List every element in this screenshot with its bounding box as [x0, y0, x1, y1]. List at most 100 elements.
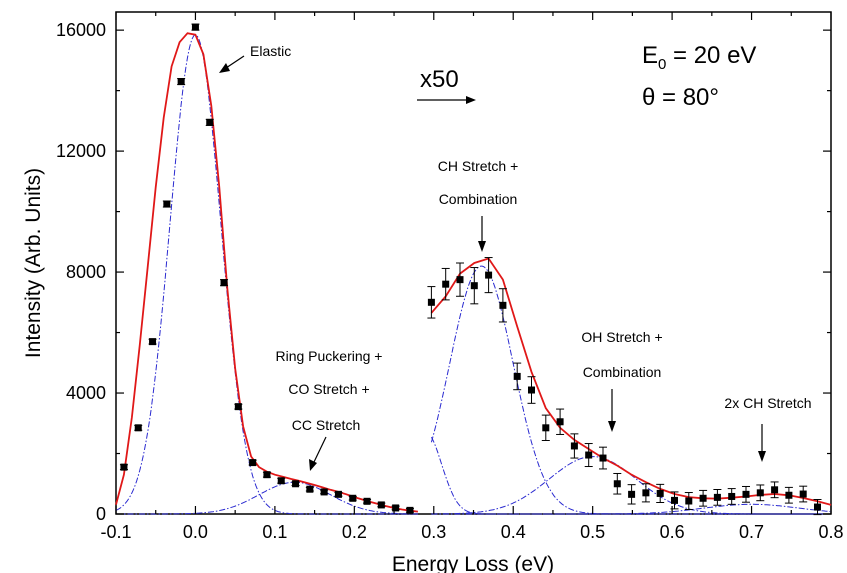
- data-point: [220, 279, 228, 287]
- annotation-ch-arrowhead: [478, 241, 486, 252]
- data-point: [485, 271, 493, 279]
- data-point: [234, 403, 242, 411]
- y-tick-label: 8000: [66, 262, 106, 282]
- annotation-elastic: Elastic: [219, 43, 291, 73]
- annotation-elastic-arrowhead: [219, 63, 230, 73]
- x-tick-label: 0.5: [580, 522, 605, 542]
- y-tick-label: 16000: [56, 20, 106, 40]
- data-point: [585, 451, 593, 459]
- annotation-ch-stretch: CH Stretch + Combination: [438, 158, 519, 252]
- data-point: [556, 418, 564, 426]
- scale-marker-label: x50: [420, 66, 459, 93]
- annotation-ch-line-1: CH Stretch +: [438, 158, 519, 174]
- data-point: [456, 276, 464, 284]
- component-curve: [116, 481, 418, 515]
- annotation-oh-line-2: Combination: [583, 364, 662, 380]
- x-tick-label: -0.1: [100, 522, 131, 542]
- x-tick-label: 0.7: [739, 522, 764, 542]
- x-tick-label: 0.1: [262, 522, 287, 542]
- annotation-oh-arrowhead: [608, 421, 616, 432]
- energy-label: E0 = 20 eV: [642, 42, 756, 73]
- annotation-elastic-label: Elastic: [250, 43, 291, 59]
- data-point: [120, 463, 128, 471]
- x-tick-label: 0.0: [183, 522, 208, 542]
- y-axis-title: Intensity (Arb. Units): [22, 168, 45, 358]
- data-point: [771, 486, 779, 494]
- data-point: [442, 280, 450, 288]
- data-point: [713, 493, 721, 501]
- data-point: [628, 490, 636, 498]
- annotation-elastic-arrow: [225, 55, 245, 69]
- data-point: [392, 504, 400, 512]
- y-tick-label: 12000: [56, 141, 106, 161]
- data-point: [306, 485, 314, 493]
- data-point: [377, 501, 385, 509]
- scale-marker-arrowhead: [466, 96, 476, 104]
- data-point: [570, 442, 578, 450]
- data-point: [699, 494, 707, 502]
- annotation-2x-ch-stretch: 2x CH Stretch: [724, 395, 812, 462]
- x-tick-label: 0.3: [421, 522, 446, 542]
- data-point: [263, 471, 271, 479]
- annotation-2x-ch-arrowhead: [758, 451, 766, 462]
- data-point: [599, 454, 607, 462]
- y-tick-label: 4000: [66, 383, 106, 403]
- data-point: [470, 282, 478, 290]
- data-point: [499, 301, 507, 309]
- data-point: [685, 497, 693, 505]
- axis-ticks: -0.1 0.0 0.1 0.2 0.3 0.4 0.5 0.6 0.7 0.8 0 4000 8000…: [56, 12, 844, 542]
- data-point: [191, 23, 199, 31]
- annotation-ring-line-1: Ring Puckering +: [275, 348, 382, 364]
- data-point: [334, 490, 342, 498]
- annotation-2x-ch-label: 2x CH Stretch: [724, 395, 811, 411]
- data-point: [513, 372, 521, 380]
- data-point: [177, 78, 185, 86]
- data-point: [149, 338, 157, 346]
- data-point: [134, 424, 142, 432]
- x-axis-title: Energy Loss (eV): [392, 553, 554, 573]
- data-point: [527, 386, 535, 394]
- data-point: [728, 492, 736, 500]
- annotation-ring-arrowhead: [309, 459, 317, 471]
- data-point: [277, 477, 285, 485]
- data-point: [249, 459, 257, 467]
- data-point: [785, 491, 793, 499]
- data-point: [670, 496, 678, 504]
- data-point: [320, 488, 328, 496]
- data-point: [427, 298, 435, 306]
- data-point: [799, 490, 807, 498]
- x-tick-label: 0.4: [501, 522, 526, 542]
- data-point: [813, 503, 821, 511]
- data-point: [613, 480, 621, 488]
- conditions-label: E0 = 20 eV θ = 80°: [642, 42, 756, 111]
- annotation-ch-line-2: Combination: [439, 191, 518, 207]
- angle-label: θ = 80°: [642, 84, 719, 111]
- data-point: [742, 490, 750, 498]
- scale-marker: x50: [417, 66, 476, 104]
- annotation-ring-puckering: Ring Puckering + CO Stretch + CC Stretch: [275, 348, 383, 471]
- component-curve: [431, 503, 831, 515]
- data-point: [206, 118, 214, 126]
- x-tick-label: 0.6: [660, 522, 685, 542]
- data-point: [642, 489, 650, 497]
- annotation-oh-line-1: OH Stretch +: [581, 329, 662, 345]
- data-point: [406, 506, 414, 514]
- data-point: [163, 200, 171, 208]
- measured-points: [119, 23, 822, 516]
- y-tick-label: 0: [96, 504, 106, 524]
- component-curve: [115, 34, 418, 515]
- annotation-ring-line-3: CC Stretch: [292, 417, 360, 433]
- data-point: [292, 480, 300, 488]
- data-point: [363, 497, 371, 505]
- annotation-oh-stretch: OH Stretch + Combination: [581, 329, 663, 432]
- fit-curve: [430, 257, 832, 506]
- x-tick-label: 0.2: [342, 522, 367, 542]
- data-point: [349, 494, 357, 502]
- data-point: [656, 489, 664, 497]
- annotation-ring-line-2: CO Stretch +: [288, 381, 369, 397]
- data-point: [756, 489, 764, 497]
- x-tick-label: 0.8: [818, 522, 843, 542]
- annotation-ring-arrow: [313, 436, 327, 463]
- data-point: [542, 424, 550, 432]
